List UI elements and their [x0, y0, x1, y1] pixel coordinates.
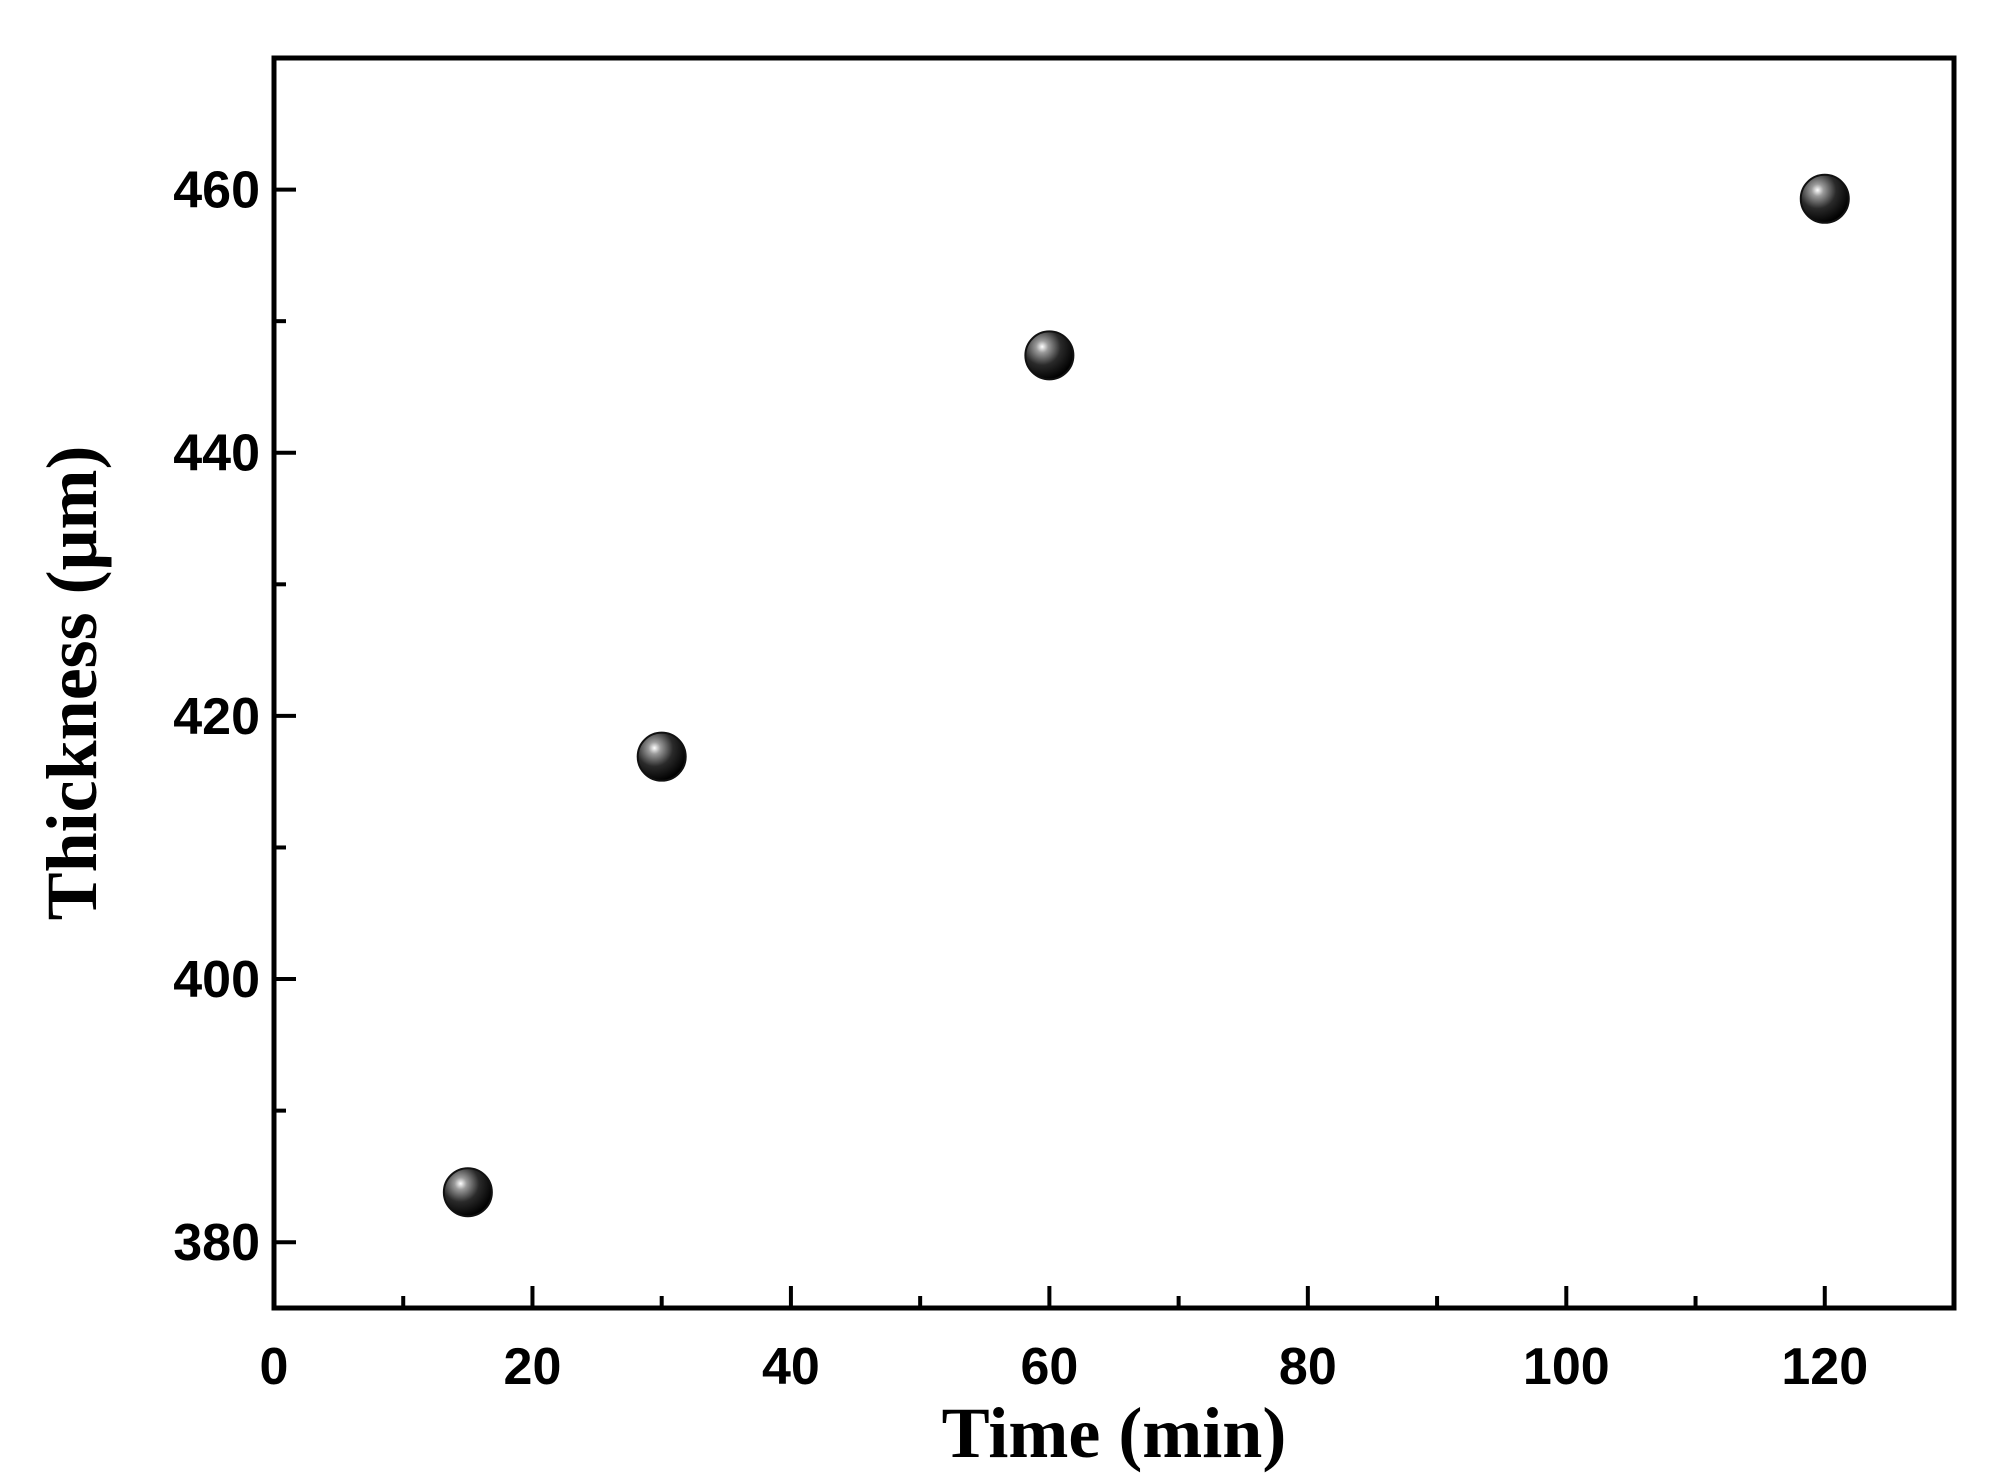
y-tick-label: 380: [173, 1214, 260, 1272]
axis-ticks: [272, 187, 1827, 1308]
y-tick-label: 460: [173, 162, 260, 220]
y-tick-label: 440: [173, 425, 260, 483]
y-tick-labels: 380 400 420 440 460: [173, 162, 260, 1273]
x-tick-label: 40: [762, 1338, 820, 1396]
x-tick-label: 100: [1523, 1338, 1610, 1396]
x-tick-label: 60: [1020, 1338, 1078, 1396]
data-points: [442, 173, 1850, 1218]
y-axis-title: Thickness (μm): [32, 446, 112, 921]
x-tick-label: 20: [504, 1338, 562, 1396]
data-point: [636, 731, 687, 782]
plot-frame: [271, 55, 1957, 1311]
data-point: [1024, 330, 1075, 381]
x-tick-label: 0: [260, 1338, 289, 1396]
data-point: [442, 1167, 493, 1218]
y-tick-label: 400: [173, 951, 260, 1009]
x-tick-label: 80: [1279, 1338, 1337, 1396]
data-point: [1799, 173, 1850, 224]
x-tick-labels: 0 20 40 60 80 100 120: [260, 1338, 1869, 1396]
y-tick-label: 420: [173, 688, 260, 746]
x-axis-title: Time (min): [942, 1393, 1287, 1473]
x-tick-label: 120: [1781, 1338, 1868, 1396]
